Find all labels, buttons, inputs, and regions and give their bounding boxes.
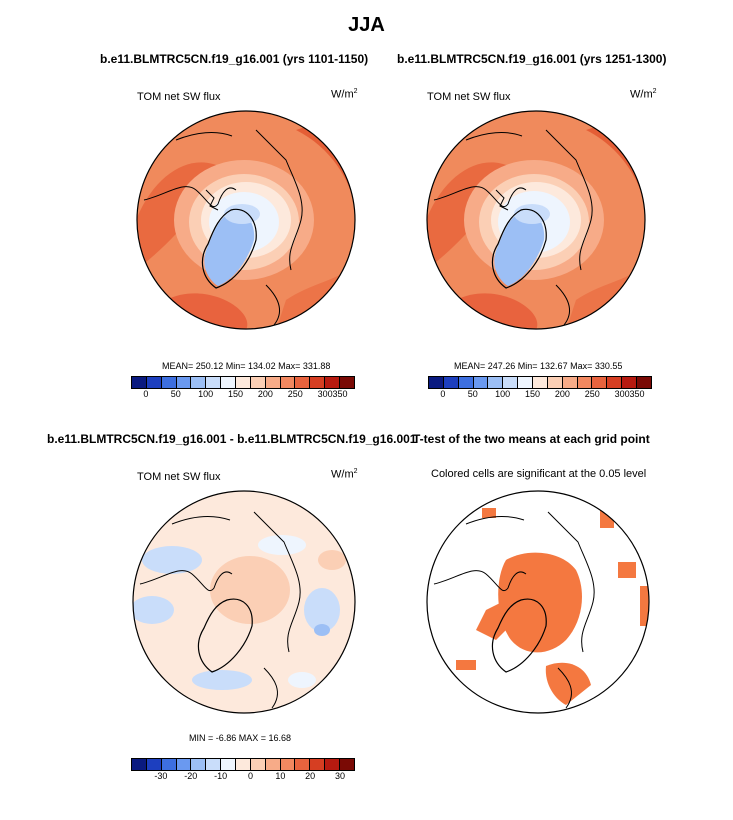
colorbar-swatch (265, 759, 281, 770)
top-right-case-title: b.e11.BLMTRC5CN.f19_g16.001 (yrs 1251-13… (397, 52, 667, 66)
colorbar-tick-label: 0 (247, 771, 253, 781)
colorbar-tick-label: 300 (317, 389, 333, 399)
colorbar-swatch (280, 759, 296, 770)
colorbar-tick-label: 200 (257, 389, 273, 399)
colorbar-swatch (146, 759, 162, 770)
top-right-stats: MEAN= 247.26 Min= 132.67 Max= 330.55 (454, 361, 623, 371)
colorbar-swatch (221, 759, 237, 770)
top-left-colorbar: 0 50 100 150 200 250 300 350 (131, 376, 355, 401)
colorbar-tick-label: 350 (629, 389, 645, 399)
colorbar-tick-label: 350 (332, 389, 348, 399)
colorbar-swatch (473, 377, 489, 388)
colorbar-swatch (250, 759, 266, 770)
colorbar-tick-label: 150 (525, 389, 541, 399)
colorbar-swatch (533, 377, 548, 388)
colorbar-tick-label: 30 (335, 771, 346, 781)
top-left-colorbar-ticks: 0 50 100 150 200 250 300 350 (131, 389, 355, 401)
colorbar-tick-label: 100 (198, 389, 214, 399)
top-right-polar-map (426, 110, 646, 330)
colorbar-tick-label: 150 (228, 389, 244, 399)
colorbar-swatch (325, 377, 341, 388)
bottom-left-stats: MIN = -6.86 MAX = 16.68 (189, 733, 292, 743)
colorbar-swatch (562, 377, 578, 388)
colorbar-tick-label: 250 (584, 389, 600, 399)
colorbar-swatch (236, 759, 251, 770)
bottom-left-variable: TOM net SW flux (137, 471, 221, 483)
colorbar-tick-label: 250 (287, 389, 303, 399)
colorbar-tick-label: 0 (143, 389, 149, 399)
bottom-left-colorbar: -30 -20 -10 0 10 20 30 (131, 758, 355, 783)
colorbar-swatch (518, 377, 534, 388)
colorbar-swatch (250, 377, 266, 388)
bottom-left-case-title: b.e11.BLMTRC5CN.f19_g16.001 - b.e11.BLMT… (47, 432, 417, 446)
colorbar-swatch (503, 377, 519, 388)
colorbar-tick-label: -20 (184, 771, 198, 781)
colorbar-swatch (221, 377, 237, 388)
bottom-right-significance-map (426, 490, 650, 714)
bottom-left-difference-map (132, 490, 356, 714)
colorbar-swatch (310, 377, 326, 388)
colorbar-swatch (191, 759, 207, 770)
top-left-polar-map (136, 110, 356, 330)
colorbar-tick-label: -10 (214, 771, 228, 781)
bottom-left-units: W/m2 (331, 468, 358, 481)
colorbar-tick-label: 10 (275, 771, 286, 781)
colorbar-tick-label: 20 (305, 771, 316, 781)
main-title: JJA (348, 14, 385, 36)
colorbar-swatch (458, 377, 474, 388)
bottom-right-case-title: T-test of the two means at each grid poi… (413, 432, 650, 446)
top-left-variable: TOM net SW flux (137, 91, 221, 103)
colorbar-swatch (161, 377, 177, 388)
colorbar-swatch (280, 377, 296, 388)
colorbar-swatch (622, 377, 638, 388)
colorbar-swatch (176, 759, 192, 770)
colorbar-swatch (265, 377, 281, 388)
colorbar-swatch (206, 377, 222, 388)
colorbar-swatch (295, 759, 311, 770)
colorbar-tick-label: 0 (440, 389, 446, 399)
top-left-colorbar-swatches (131, 376, 355, 389)
colorbar-swatch (443, 377, 459, 388)
bottom-left-colorbar-swatches (131, 758, 355, 771)
top-left-units: W/m2 (331, 88, 358, 101)
colorbar-swatch (429, 377, 444, 388)
bottom-left-colorbar-ticks: -30 -20 -10 0 10 20 30 (131, 771, 355, 783)
colorbar-swatch (637, 377, 651, 388)
colorbar-swatch (191, 377, 207, 388)
top-right-units: W/m2 (630, 88, 657, 101)
colorbar-swatch (547, 377, 563, 388)
colorbar-tick-label: -30 (154, 771, 168, 781)
top-left-stats: MEAN= 250.12 Min= 134.02 Max= 331.88 (162, 361, 331, 371)
colorbar-swatch (607, 377, 623, 388)
colorbar-swatch (161, 759, 177, 770)
colorbar-swatch (236, 377, 251, 388)
colorbar-swatch (206, 759, 222, 770)
colorbar-swatch (340, 377, 354, 388)
colorbar-swatch (146, 377, 162, 388)
top-right-colorbar: 0 50 100 150 200 250 300 350 (428, 376, 652, 401)
colorbar-swatch (176, 377, 192, 388)
colorbar-swatch (592, 377, 608, 388)
colorbar-tick-label: 50 (467, 389, 478, 399)
top-right-colorbar-swatches (428, 376, 652, 389)
colorbar-tick-label: 200 (554, 389, 570, 399)
colorbar-tick-label: 100 (495, 389, 511, 399)
top-right-variable: TOM net SW flux (427, 91, 511, 103)
colorbar-tick-label: 50 (170, 389, 181, 399)
colorbar-swatch (132, 377, 147, 388)
colorbar-swatch (310, 759, 326, 770)
colorbar-swatch (340, 759, 354, 770)
top-left-case-title: b.e11.BLMTRC5CN.f19_g16.001 (yrs 1101-11… (100, 52, 369, 66)
colorbar-swatch (132, 759, 147, 770)
significance-note: Colored cells are significant at the 0.0… (431, 468, 647, 480)
colorbar-swatch (295, 377, 311, 388)
top-right-colorbar-ticks: 0 50 100 150 200 250 300 350 (428, 389, 652, 401)
colorbar-swatch (577, 377, 593, 388)
colorbar-swatch (325, 759, 341, 770)
colorbar-swatch (488, 377, 504, 388)
colorbar-tick-label: 300 (614, 389, 630, 399)
